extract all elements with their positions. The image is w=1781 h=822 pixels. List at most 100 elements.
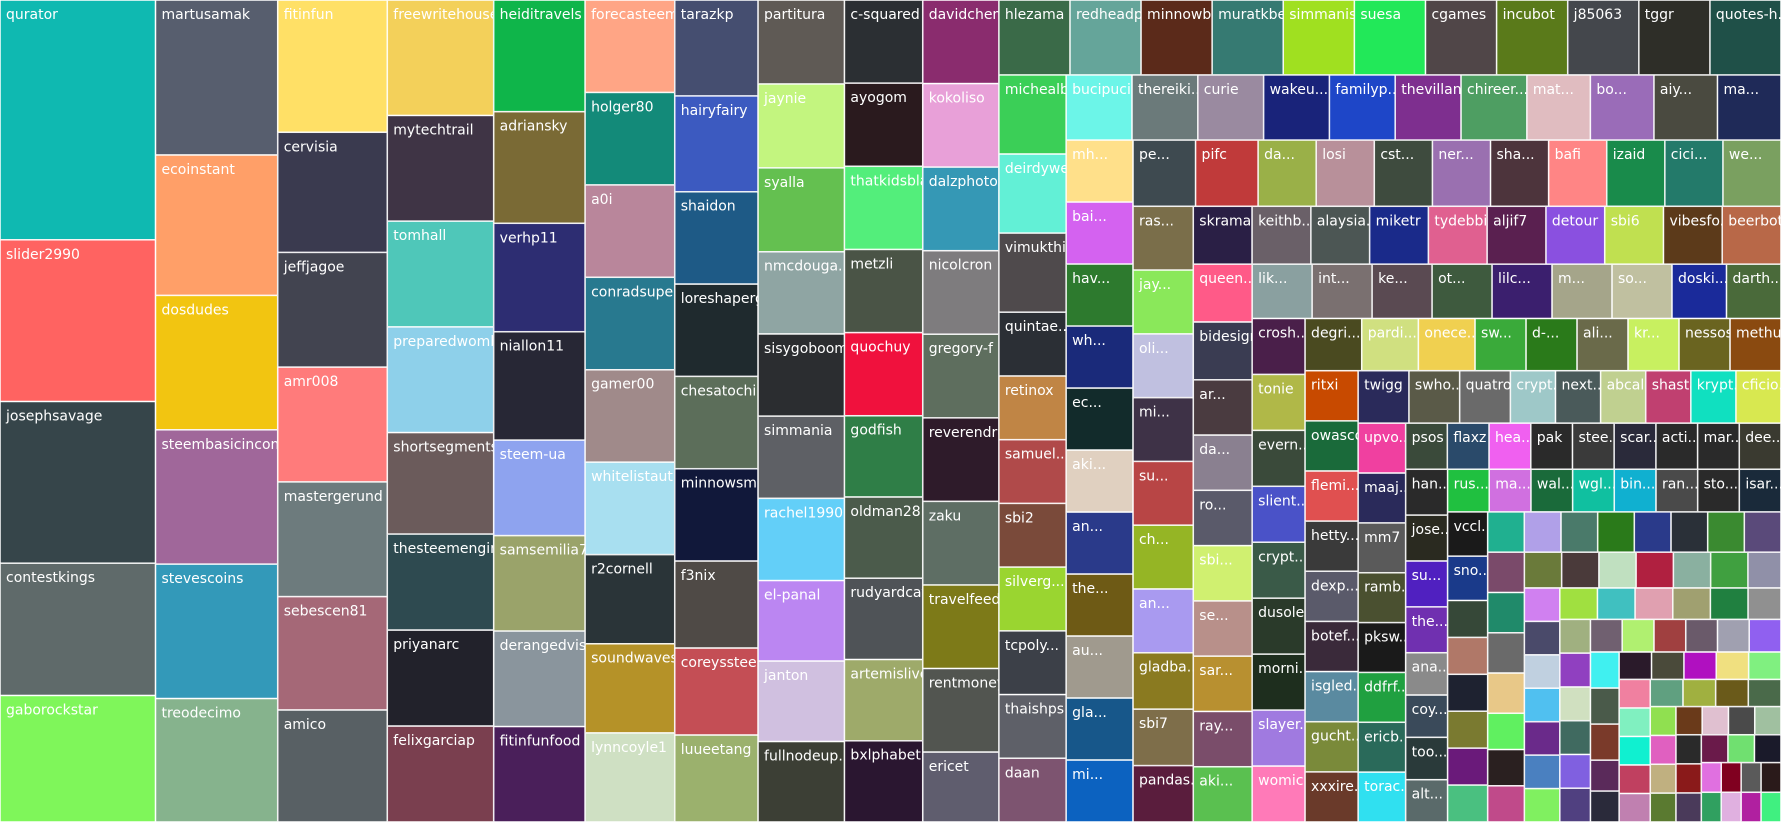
cell-label: tonie <box>1258 381 1293 397</box>
cell-label: ar... <box>1199 387 1225 403</box>
cell: aki... <box>1193 766 1253 822</box>
cell-label: hav... <box>1072 271 1110 287</box>
cell: freewritehouse <box>387 0 494 116</box>
cell: tcpoly... <box>998 630 1067 695</box>
cell: martusamak <box>155 0 278 155</box>
cell-rect <box>1671 264 1727 319</box>
cell: forecasteem <box>585 0 675 93</box>
cell-rect <box>1405 737 1448 780</box>
cell-label: janton <box>763 668 808 684</box>
cell: an... <box>1132 588 1194 653</box>
cell-rect <box>1447 600 1488 638</box>
cell-rect <box>1305 671 1359 722</box>
cell-rect <box>998 439 1067 504</box>
cell: fitinfun <box>277 0 388 133</box>
cell: quotes-h... <box>1709 0 1781 75</box>
cell <box>1447 637 1488 675</box>
cell: sebescen81 <box>277 596 388 710</box>
cell-rect <box>387 534 494 631</box>
cell: tarazkp <box>674 0 759 96</box>
cell: acti... <box>1655 423 1698 470</box>
cell-label: aiy... <box>1660 82 1692 98</box>
cell-rect <box>1487 592 1525 633</box>
cell: jay... <box>1132 270 1194 334</box>
cell-label: shasta <box>1652 378 1698 394</box>
cell-rect <box>1619 679 1651 708</box>
cell <box>1597 587 1636 620</box>
cell-rect <box>1510 370 1556 424</box>
cell: loreshaperga... <box>674 284 759 377</box>
cell: deirdywei... <box>998 154 1067 234</box>
cell: flemi... <box>1305 470 1359 522</box>
cell: soundwaves... <box>585 643 675 733</box>
cell: contestkings <box>0 563 156 696</box>
cell-label: sno... <box>1454 563 1492 579</box>
cell: upvo... <box>1358 423 1406 474</box>
cell-rect <box>1066 264 1133 327</box>
cell <box>1675 763 1702 793</box>
cell-rect <box>1598 552 1637 588</box>
cell-label: so... <box>1618 271 1647 287</box>
cell-label: dosdudes <box>161 302 228 318</box>
cell-rect <box>1066 326 1133 389</box>
cell: samuel... <box>998 439 1067 504</box>
cell-rect <box>674 561 759 649</box>
cell-rect <box>1559 686 1591 721</box>
cell: quatro <box>1459 370 1511 424</box>
cell <box>1701 734 1728 763</box>
cell <box>1619 736 1651 765</box>
cell-label: mh... <box>1072 147 1108 163</box>
cell-label: da... <box>1264 147 1295 163</box>
cell-label: minnowsmith <box>681 476 775 492</box>
cell-rect <box>1664 140 1723 207</box>
cell: mastergerund <box>277 481 388 597</box>
cell-rect <box>1524 654 1560 689</box>
cell-rect <box>1195 140 1259 207</box>
cell: gaborockstar <box>0 695 156 822</box>
cell: mi... <box>1132 397 1194 462</box>
cell-rect <box>1650 706 1676 736</box>
cell-label: owasco <box>1311 428 1363 444</box>
cell-label: shortsegments <box>393 440 498 456</box>
cell-label: el-panal <box>764 588 820 604</box>
cell <box>1561 552 1599 588</box>
cell-rect <box>1675 706 1703 735</box>
cell-rect <box>1487 632 1525 674</box>
cell-rect <box>1590 651 1620 689</box>
cell-rect <box>922 668 999 753</box>
cell-rect <box>1552 264 1612 319</box>
cell-label: partitura <box>764 7 825 23</box>
cell-label: morni... <box>1258 661 1312 677</box>
cell: degri... <box>1305 318 1362 371</box>
cell-label: jose... <box>1411 522 1454 538</box>
cell-label: skrama... <box>1199 213 1264 229</box>
cell: sbi2 <box>998 503 1067 568</box>
cell-rect <box>758 83 845 168</box>
cell-rect <box>1555 370 1601 424</box>
cell-label: michealb <box>1005 82 1069 98</box>
cell-rect <box>585 462 675 555</box>
cell-label: m... <box>1558 271 1585 287</box>
cell: el-panal <box>758 580 845 662</box>
cell-label: ot... <box>1438 271 1465 287</box>
cell-rect <box>387 630 494 727</box>
cell-label: hea... <box>1495 430 1534 446</box>
cell-label: tomhall <box>393 228 446 244</box>
cell: bo... <box>1590 74 1654 141</box>
cell <box>1650 764 1676 794</box>
cell <box>1721 792 1742 822</box>
cell-rect <box>1675 763 1702 793</box>
cell-label: bucipuci <box>1072 82 1131 98</box>
cell: thatkidsbla... <box>844 166 923 250</box>
cell-rect <box>1710 552 1748 588</box>
cell-label: da... <box>1199 442 1230 458</box>
cell-label: gamer00 <box>591 377 654 393</box>
cell-label: sto... <box>1704 476 1738 492</box>
cell-rect <box>0 239 156 402</box>
cell: torac... <box>1358 772 1406 822</box>
cell-rect <box>758 741 845 822</box>
cell <box>1487 673 1525 714</box>
cell-label: daan <box>1005 765 1040 781</box>
cell-rect <box>1722 206 1781 265</box>
cell-rect <box>585 732 675 822</box>
